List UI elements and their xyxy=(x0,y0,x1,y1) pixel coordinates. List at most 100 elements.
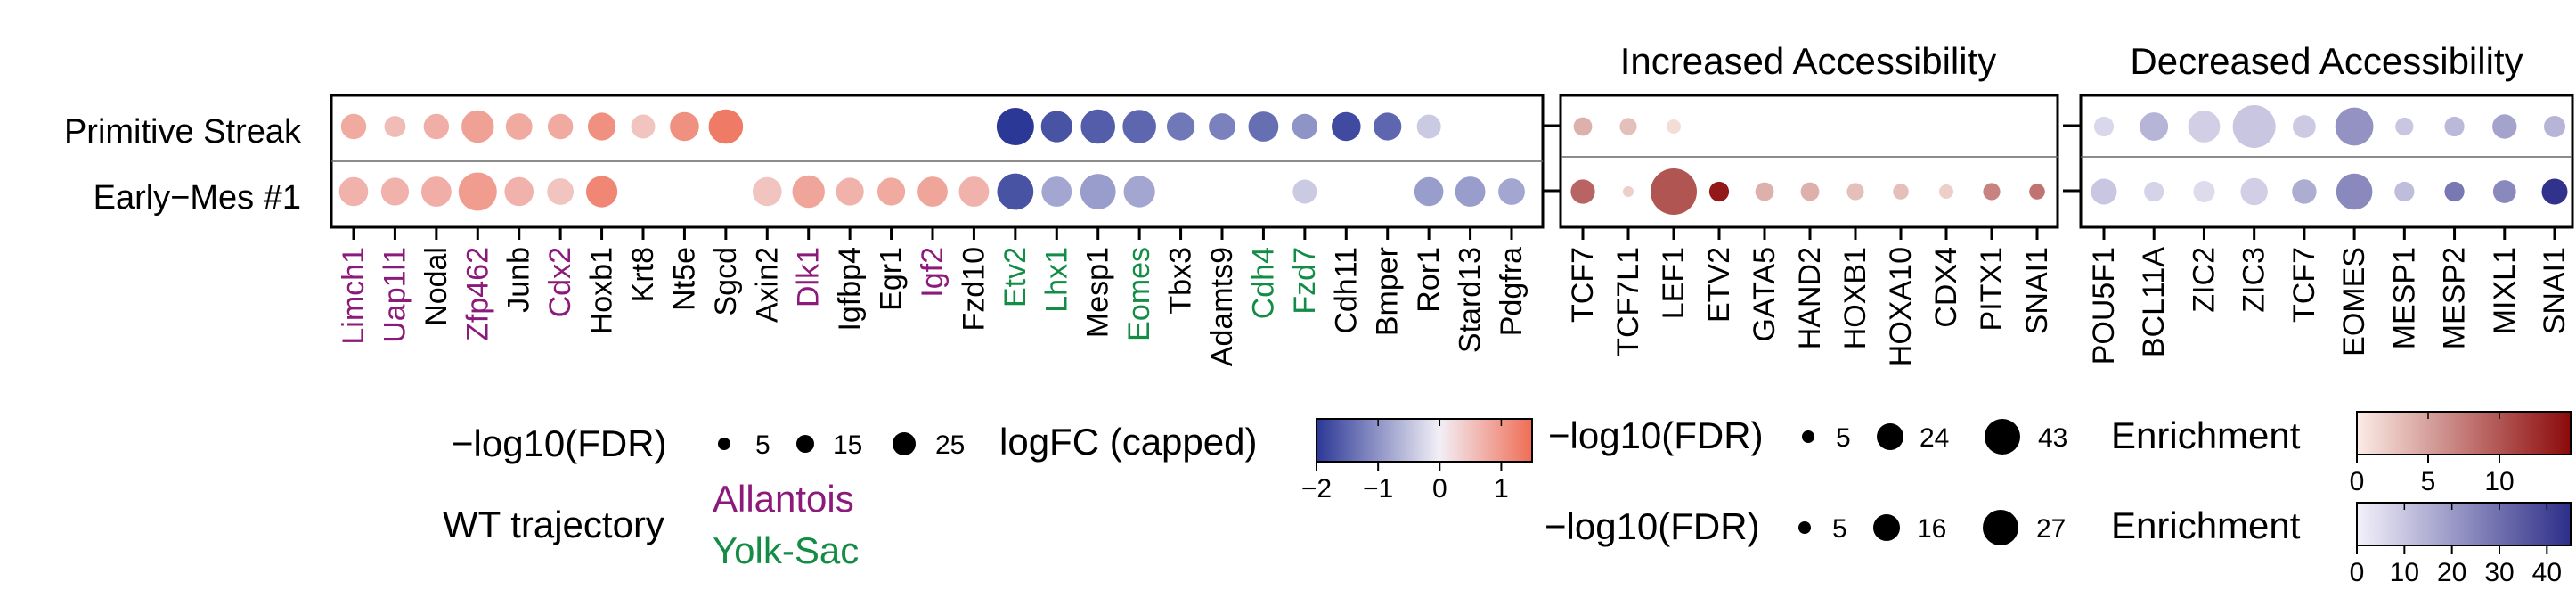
dot-early-mes-1-cdx2 xyxy=(547,178,575,205)
dot-early-mes-1-etv2 xyxy=(997,173,1034,210)
dot-primitive-streak-mesp1 xyxy=(2395,117,2414,136)
dot-early-mes-1-mesp2 xyxy=(2444,181,2465,202)
dot-primitive-streak-zic3 xyxy=(2232,105,2276,148)
label-hand2: HAND2 xyxy=(1793,247,1827,349)
label-hoxb1: HOXB1 xyxy=(1838,247,1872,349)
panel-2-xticks xyxy=(1581,227,2039,240)
label-egr1: Egr1 xyxy=(875,247,909,311)
label-snai1: SNAI1 xyxy=(2538,247,2572,334)
dot-primitive-streak-bcl11a xyxy=(2140,112,2169,141)
legend-p1-size: −log10(FDR) 5 15 25 xyxy=(452,422,965,464)
label-etv2: ETV2 xyxy=(1702,247,1736,323)
legend-p3-colorbar xyxy=(2356,502,2572,546)
dot-early-mes-1-zic2 xyxy=(2193,181,2215,202)
panel-1-dots xyxy=(338,108,1525,211)
legend-p3-size-tick-1: 5 xyxy=(1832,514,1847,544)
dot-primitive-streak-junb xyxy=(505,113,533,140)
dot-early-mes-1-mixl1 xyxy=(2492,180,2516,203)
dot-early-mes-1-egr1 xyxy=(876,177,906,206)
dot-primitive-streak-tbx3 xyxy=(1166,112,1195,141)
label-gata5: GATA5 xyxy=(1748,247,1781,341)
label-ror1: Ror1 xyxy=(1412,247,1446,313)
label-fzd7: Fzd7 xyxy=(1288,247,1322,315)
legend-p2-size: −log10(FDR) 5 24 43 xyxy=(1548,414,2067,456)
legend-p2-colorbar xyxy=(2356,411,2572,455)
legend-p2-size-tick-3: 43 xyxy=(2038,423,2067,453)
label-bmper: Bmper xyxy=(1371,247,1405,336)
label-tcf7: TCF7 xyxy=(2287,247,2321,323)
legend-p1-colorbar-ticks: −2 −1 0 1 xyxy=(1301,419,1509,504)
dot-primitive-streak-eomes xyxy=(2335,107,2374,146)
dot-early-mes-1-pdgfra xyxy=(1498,178,1525,205)
colorbar-tick-label-30: 30 xyxy=(2484,558,2514,587)
panel-3-motif-labels: POU5F1 BCL11A ZIC2 ZIC3 TCF7 EOMES MESP1 MESP2 M… xyxy=(2087,247,2572,365)
dot-primitive-streak-cdx2 xyxy=(547,113,574,140)
dot-early-mes-1-uap1l1 xyxy=(380,177,410,206)
dot-early-mes-1-lef1 xyxy=(1651,168,1697,215)
label-pou5f1: POU5F1 xyxy=(2087,247,2121,365)
legend-p3-size-title: −log10(FDR) xyxy=(1545,505,1760,547)
colorbar-tick-label-0: 0 xyxy=(2350,467,2365,496)
legend-p1-size-dot-3 xyxy=(893,432,916,455)
legend-p1-size-dot-1 xyxy=(718,438,730,450)
dot-primitive-streak-mesp1 xyxy=(1080,109,1116,144)
panel-1-xticks xyxy=(352,227,1513,240)
dot-early-mes-1-hoxa10 xyxy=(1893,184,1909,200)
dot-early-mes-1-eomes xyxy=(1123,176,1155,208)
dot-early-mes-1-hand2 xyxy=(1800,182,1820,201)
panel-3-frame xyxy=(2079,94,2574,229)
legend-p2-color: Enrichment 0 5 10 xyxy=(2111,411,2572,496)
dot-early-mes-1-snai1 xyxy=(2029,184,2045,200)
dot-early-mes-1-tcf7 xyxy=(2292,179,2317,204)
legend-p1-color-title: logFC (capped) xyxy=(999,421,1257,463)
dot-primitive-streak-lef1 xyxy=(1667,119,1681,134)
dot-early-mes-1-fzd7 xyxy=(1292,179,1317,204)
legend-p3-size-dot-1 xyxy=(1798,521,1811,534)
dot-primitive-streak-cdh4 xyxy=(1248,111,1279,142)
label-tbx3: Tbx3 xyxy=(1164,247,1198,315)
legend-p1-color: logFC (capped) −2 −1 0 1 xyxy=(999,418,1533,504)
label-cdh11: Cdh11 xyxy=(1329,247,1363,334)
label-mixl1: MIXL1 xyxy=(2488,247,2522,334)
dot-primitive-streak-nt5e xyxy=(670,111,699,142)
legend-p1-colorbar xyxy=(1316,418,1533,463)
dot-early-mes-1-hoxb1 xyxy=(1846,183,1864,201)
legend-p2-size-dot-1 xyxy=(1802,430,1814,443)
label-krt8: Krt8 xyxy=(626,247,660,302)
label-hoxb1: Hoxb1 xyxy=(585,247,619,334)
label-eomes: Eomes xyxy=(1122,247,1156,341)
dot-early-mes-1-igfbp4 xyxy=(836,177,864,206)
dot-primitive-streak-tcf7 xyxy=(2292,115,2316,138)
colorbar-tick-label-5: 5 xyxy=(2421,467,2436,496)
colorbar-tick-label-20: 20 xyxy=(2437,558,2466,587)
label-junb: Junb xyxy=(502,247,536,313)
colorbar-tick-label-10: 10 xyxy=(2484,467,2514,496)
dot-early-mes-1-mesp1 xyxy=(1080,174,1116,209)
label-eomes: EOMES xyxy=(2337,247,2371,356)
legend-p1-size-tick-1: 5 xyxy=(755,430,770,460)
dot-early-mes-1-zic3 xyxy=(2240,177,2268,206)
dot-early-mes-1-limch1 xyxy=(338,176,369,207)
dot-primitive-streak-uap1l1 xyxy=(384,116,406,137)
panel-3-dots xyxy=(2091,105,2568,210)
row-label-primitive-streak: Primitive Streak xyxy=(64,113,302,151)
label-lef1: LEF1 xyxy=(1657,247,1691,319)
label-igfbp4: Igfbp4 xyxy=(833,247,867,332)
dot-primitive-streak-fzd7 xyxy=(1292,113,1318,140)
label-cdh4: Cdh4 xyxy=(1246,247,1280,319)
dot-primitive-streak-hoxb1 xyxy=(587,112,616,141)
colorbar-tick-label-2: −2 xyxy=(1301,474,1332,504)
dot-early-mes-1-lhx1 xyxy=(1041,176,1072,207)
dot-primitive-streak-tcf7 xyxy=(1573,117,1593,136)
row-label-early-mes-1: Early−Mes #1 xyxy=(94,179,301,217)
panel-decreased-accessibility: Decreased Accessibility POU5F1 BCL11A ZIC2… xyxy=(2063,40,2574,365)
panel-3-title: Decreased Accessibility xyxy=(2130,40,2523,82)
dot-early-mes-1-snai1 xyxy=(2541,178,2568,205)
legend-p3-size-dot-3 xyxy=(1983,510,2018,545)
label-nodal: Nodal xyxy=(420,247,453,326)
label-tcf7l1: TCF7L1 xyxy=(1611,247,1645,356)
dot-early-mes-1-tcf7l1 xyxy=(1623,186,1634,197)
label-zic3: ZIC3 xyxy=(2238,247,2271,313)
label-adamts9: Adamts9 xyxy=(1205,247,1239,366)
